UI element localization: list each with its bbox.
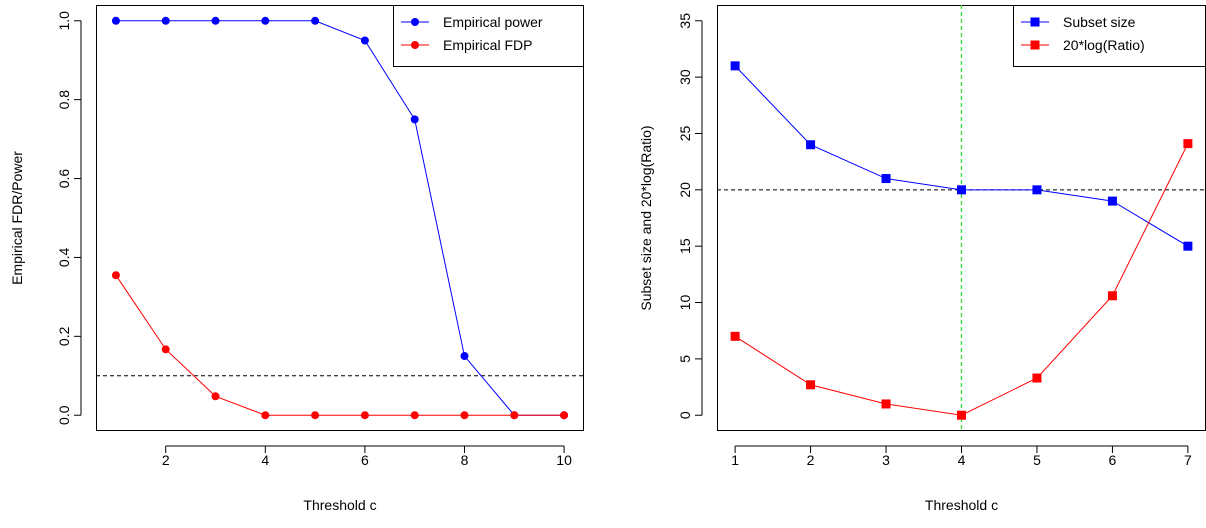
series-2-point bbox=[1107, 291, 1117, 301]
y-tick-label: 0.8 bbox=[56, 90, 72, 110]
series-2-point bbox=[560, 411, 569, 420]
series-2-point bbox=[806, 380, 816, 390]
series-2-point bbox=[111, 271, 120, 280]
series-1-point bbox=[360, 36, 369, 45]
series-2-point bbox=[1032, 373, 1042, 383]
series-2-point bbox=[957, 410, 966, 420]
y-tick-label: 5 bbox=[677, 355, 693, 363]
series-1-point bbox=[261, 16, 270, 25]
series-2-point bbox=[410, 411, 419, 420]
x-axis-title: Threshold c bbox=[303, 497, 376, 513]
series-1-point bbox=[806, 140, 816, 150]
legend-marker-1 bbox=[1030, 17, 1040, 27]
x-tick-label: 5 bbox=[1033, 452, 1041, 468]
y-axis-title: Subset size and 20*log(Ratio) bbox=[638, 125, 654, 310]
series-1-point bbox=[311, 16, 320, 25]
x-tick-label: 10 bbox=[556, 452, 572, 468]
y-tick-label: 20 bbox=[677, 182, 693, 198]
series-1-point bbox=[730, 61, 740, 71]
series-1-point bbox=[1032, 185, 1042, 195]
x-tick-label: 2 bbox=[162, 452, 170, 468]
series-2-point bbox=[1183, 139, 1193, 149]
legend-marker-1 bbox=[411, 18, 419, 26]
series-2-point bbox=[161, 345, 170, 354]
plot-area-frame bbox=[96, 5, 584, 431]
y-tick-label: 1.0 bbox=[56, 11, 72, 31]
x-axis-title: Threshold c bbox=[925, 497, 998, 513]
y-tick-label: 10 bbox=[677, 295, 693, 311]
x-tick-label: 3 bbox=[882, 452, 890, 468]
series-2-point bbox=[311, 411, 320, 420]
x-tick-label: 6 bbox=[361, 452, 369, 468]
series-1-point bbox=[1107, 196, 1117, 206]
series-2-point bbox=[460, 411, 469, 420]
series-1-point bbox=[460, 352, 469, 361]
x-tick-label: 8 bbox=[461, 452, 469, 468]
y-tick-label: 0 bbox=[677, 411, 693, 419]
series-1-point bbox=[161, 16, 170, 25]
chart-panel-1: 2 4 6 8 10 0.0 0.2 0.4 0.6 0.8 1.0 Threshold c Empir… bbox=[9, 5, 584, 513]
y-tick-label: 0.6 bbox=[56, 169, 72, 189]
series-1-point bbox=[881, 174, 891, 184]
y-tick-label: 25 bbox=[677, 125, 693, 141]
series-line-2 bbox=[115, 274, 565, 416]
legend-label-1: Subset size bbox=[1063, 14, 1136, 30]
series-1-point bbox=[410, 115, 419, 124]
x-tick-label: 4 bbox=[261, 452, 269, 468]
y-tick-label: 0.0 bbox=[56, 405, 72, 425]
x-tick-label: 7 bbox=[1184, 452, 1192, 468]
y-tick-label: 0.2 bbox=[56, 326, 72, 346]
series-2-point bbox=[730, 331, 740, 341]
legend-label-2: Empirical FDP bbox=[443, 37, 532, 53]
series-2-point bbox=[510, 411, 519, 420]
y-tick-label: 0.4 bbox=[56, 248, 72, 268]
y-tick-label: 35 bbox=[677, 13, 693, 29]
series-2-point bbox=[211, 392, 220, 401]
series-1-point bbox=[211, 16, 220, 25]
x-tick-label: 1 bbox=[731, 452, 739, 468]
series-1-point bbox=[1183, 241, 1193, 251]
legend-label-1: Empirical power bbox=[443, 14, 543, 30]
series-1-point bbox=[111, 16, 120, 25]
x-tick-label: 4 bbox=[958, 452, 966, 468]
y-axis-title: Empirical FDR/Power bbox=[9, 151, 25, 285]
legend-marker-2 bbox=[1030, 40, 1040, 50]
chart-panel-2: 1 2 3 4 5 6 7 0 5 10 15 20 25 30 35 Threshold c Subset s… bbox=[638, 5, 1206, 513]
y-tick-label: 30 bbox=[677, 69, 693, 85]
x-tick-label: 2 bbox=[807, 452, 815, 468]
y-tick-label: 15 bbox=[677, 238, 693, 254]
series-2-point bbox=[360, 411, 369, 420]
x-tick-label: 6 bbox=[1109, 452, 1117, 468]
series-1-point bbox=[957, 185, 966, 195]
series-2-point bbox=[261, 411, 270, 420]
legend-marker-2 bbox=[411, 41, 419, 49]
legend-box bbox=[393, 5, 584, 67]
series-2-point bbox=[881, 399, 891, 409]
legend-box bbox=[1013, 5, 1206, 67]
legend-label-2: 20*log(Ratio) bbox=[1063, 37, 1145, 53]
series-line-1 bbox=[115, 20, 565, 416]
